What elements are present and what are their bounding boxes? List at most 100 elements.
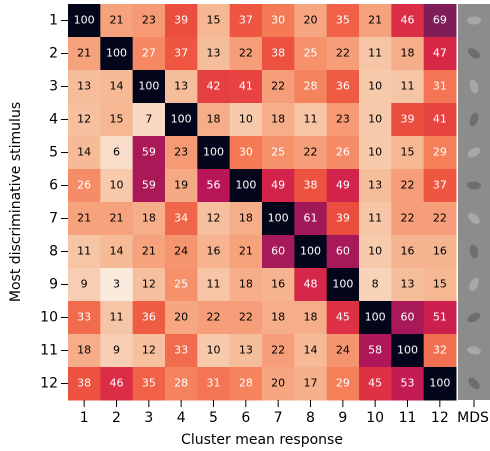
y-tick-label: 1 — [49, 13, 58, 29]
cell-label: 37 — [433, 179, 447, 192]
y-tick-label: 12 — [40, 376, 58, 392]
cell-label: 100 — [365, 311, 386, 324]
cell-label: 3 — [113, 278, 120, 291]
y-tick-label: 5 — [49, 145, 58, 161]
x-tick-label: 5 — [209, 410, 218, 426]
cell-label: 42 — [207, 80, 221, 93]
x-tick-label: 3 — [144, 410, 153, 426]
cell-label: 16 — [271, 278, 285, 291]
cell-label: 30 — [271, 14, 285, 27]
mds-thumbnail — [467, 17, 481, 25]
cell-label: 20 — [271, 377, 285, 390]
cell-label: 41 — [433, 113, 447, 126]
cell-label: 31 — [207, 377, 221, 390]
cell-label: 15 — [433, 278, 447, 291]
cell-label: 22 — [271, 80, 285, 93]
cell-label: 8 — [372, 278, 379, 291]
x-tick-label: 4 — [177, 410, 186, 426]
cell-label: 18 — [271, 311, 285, 324]
cell-label: 11 — [368, 212, 382, 225]
cell-label: 11 — [368, 47, 382, 60]
cell-label: 10 — [368, 113, 382, 126]
cell-label: 16 — [433, 245, 447, 258]
cell-label: 10 — [368, 146, 382, 159]
cell-label: 26 — [336, 146, 350, 159]
cell-label: 18 — [77, 344, 91, 357]
cell-label: 21 — [239, 245, 253, 258]
cell-label: 100 — [235, 179, 256, 192]
cell-label: 39 — [174, 14, 188, 27]
cell-label: 45 — [336, 311, 350, 324]
cell-label: 100 — [171, 113, 192, 126]
cell-label: 53 — [401, 377, 415, 390]
cell-label: 27 — [142, 47, 156, 60]
cell-label: 11 — [110, 311, 124, 324]
cell-label: 16 — [207, 245, 221, 258]
cell-label: 9 — [81, 278, 88, 291]
x-tick-label: 9 — [338, 410, 347, 426]
cell-label: 36 — [336, 80, 350, 93]
cell-label: 13 — [174, 80, 188, 93]
cell-label: 100 — [74, 14, 95, 27]
cell-label: 100 — [429, 377, 450, 390]
cell-label: 56 — [207, 179, 221, 192]
x-tick-label: 8 — [306, 410, 315, 426]
cell-label: 38 — [77, 377, 91, 390]
cell-label: 38 — [271, 47, 285, 60]
cell-label: 18 — [304, 311, 318, 324]
cell-label: 18 — [401, 47, 415, 60]
cell-label: 10 — [110, 179, 124, 192]
mds-column — [458, 4, 490, 400]
cell-label: 13 — [401, 278, 415, 291]
cell-label: 51 — [433, 311, 447, 324]
x-tick-label: 12 — [431, 410, 449, 426]
cell-label: 39 — [336, 212, 350, 225]
cell-label: 58 — [368, 344, 382, 357]
cell-label: 60 — [401, 311, 415, 324]
cell-label: 22 — [304, 146, 318, 159]
cell-label: 12 — [77, 113, 91, 126]
cell-label: 22 — [401, 179, 415, 192]
cell-label: 25 — [304, 47, 318, 60]
cell-label: 28 — [239, 377, 253, 390]
cell-label: 37 — [174, 47, 188, 60]
cell-label: 100 — [268, 212, 289, 225]
cell-label: 23 — [336, 113, 350, 126]
cell-label: 35 — [142, 377, 156, 390]
cell-label: 59 — [142, 179, 156, 192]
cell-label: 46 — [110, 377, 124, 390]
cell-label: 38 — [304, 179, 318, 192]
cell-label: 35 — [336, 14, 350, 27]
cell-label: 24 — [336, 344, 350, 357]
cell-label: 100 — [332, 278, 353, 291]
cell-label: 60 — [336, 245, 350, 258]
cell-label: 19 — [174, 179, 188, 192]
cell-label: 18 — [207, 113, 221, 126]
cell-label: 61 — [304, 212, 318, 225]
cell-label: 12 — [207, 212, 221, 225]
cell-label: 37 — [239, 14, 253, 27]
cell-label: 25 — [271, 146, 285, 159]
cell-label: 18 — [271, 113, 285, 126]
y-tick-label: 2 — [49, 46, 58, 62]
cell-label: 33 — [77, 311, 91, 324]
cell-label: 22 — [271, 344, 285, 357]
cell-label: 36 — [142, 311, 156, 324]
y-axis-label: Most discriminative stimulus — [8, 102, 24, 302]
cell-label: 16 — [401, 245, 415, 258]
cell-label: 69 — [433, 14, 447, 27]
cell-label: 47 — [433, 47, 447, 60]
cell-label: 100 — [397, 344, 418, 357]
cell-label: 6 — [113, 146, 120, 159]
cell-label: 23 — [174, 146, 188, 159]
y-tick-label: 9 — [49, 277, 58, 293]
cell-label: 45 — [368, 377, 382, 390]
cell-label: 22 — [336, 47, 350, 60]
cell-label: 22 — [207, 311, 221, 324]
cell-label: 100 — [203, 146, 224, 159]
cell-label: 24 — [174, 245, 188, 258]
cell-label: 26 — [77, 179, 91, 192]
cell-label: 11 — [207, 278, 221, 291]
x-tick-label: 2 — [112, 410, 121, 426]
x-tick-label: 10 — [366, 410, 384, 426]
